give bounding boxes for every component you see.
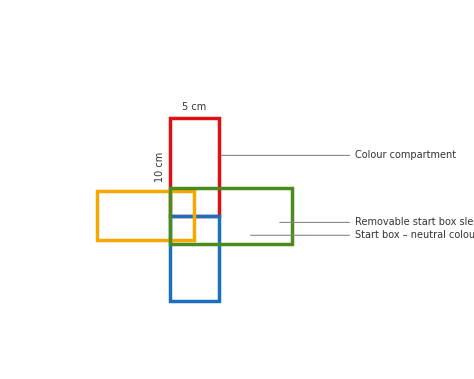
Text: 5 cm: 5 cm bbox=[182, 102, 206, 112]
Bar bbox=[170, 216, 219, 301]
Bar bbox=[170, 119, 219, 216]
Bar bbox=[97, 191, 194, 240]
Bar bbox=[170, 188, 292, 244]
Text: Start box – neutral colour: Start box – neutral colour bbox=[355, 230, 474, 240]
Text: Colour compartment: Colour compartment bbox=[355, 150, 456, 160]
Text: Removable start box sleeve: Removable start box sleeve bbox=[355, 218, 474, 227]
Text: 10 cm: 10 cm bbox=[155, 152, 165, 182]
